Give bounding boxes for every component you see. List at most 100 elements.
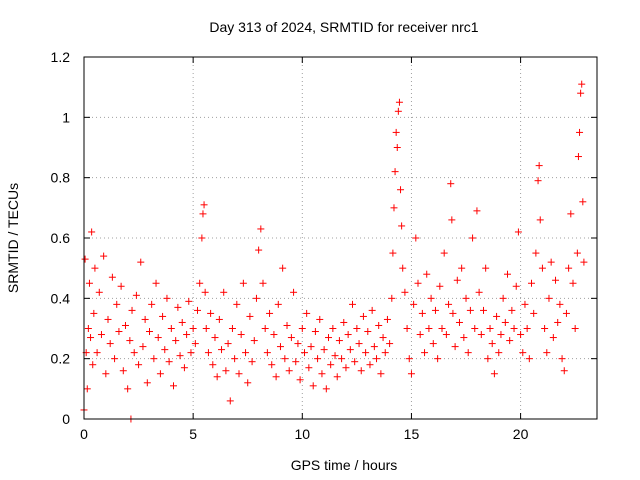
data-point <box>473 207 481 215</box>
data-point <box>471 325 479 332</box>
data-point <box>383 315 391 323</box>
data-point <box>202 325 210 332</box>
data-point <box>307 343 315 351</box>
data-point <box>85 279 93 287</box>
data-point <box>379 334 387 342</box>
data-point <box>174 303 182 311</box>
data-point <box>523 325 531 332</box>
data-point <box>453 276 461 284</box>
data-point <box>180 364 188 372</box>
data-point <box>519 349 527 357</box>
data-point <box>425 325 433 332</box>
data-point <box>436 282 444 290</box>
data-point <box>525 355 533 363</box>
data-point <box>469 234 477 242</box>
data-point <box>344 331 352 339</box>
data-point <box>145 328 153 336</box>
data-point <box>327 361 335 369</box>
chart-title: Day 313 of 2024, SRMTID for receiver nrc… <box>209 19 478 35</box>
data-point <box>298 325 306 332</box>
y-axis-label: SRMTID / TECUs <box>5 183 21 293</box>
data-point <box>333 373 341 381</box>
data-point <box>246 312 254 320</box>
data-point <box>514 228 522 236</box>
data-point <box>395 98 403 106</box>
data-point <box>535 162 543 170</box>
data-point <box>414 279 422 287</box>
data-point <box>508 306 516 314</box>
data-point <box>257 225 265 233</box>
data-point <box>364 328 372 336</box>
data-point <box>296 376 304 384</box>
data-point <box>294 340 302 348</box>
data-point <box>440 249 448 257</box>
data-point <box>204 349 212 357</box>
data-point <box>397 186 405 194</box>
data-point <box>300 349 308 357</box>
data-point <box>161 346 169 354</box>
data-point <box>366 361 374 369</box>
x-tick-label: 15 <box>404 426 420 442</box>
data-point <box>242 349 250 357</box>
data-point <box>549 334 557 342</box>
data-point <box>316 315 324 323</box>
data-point <box>449 309 457 317</box>
data-point <box>393 144 401 151</box>
data-point <box>222 367 230 375</box>
data-point <box>191 340 199 348</box>
data-point <box>194 306 202 314</box>
data-point <box>407 370 415 378</box>
data-point <box>84 325 92 332</box>
data-point <box>102 370 110 378</box>
x-tick-label: 10 <box>295 426 311 442</box>
data-point <box>562 309 570 317</box>
data-point <box>410 300 418 308</box>
data-point <box>150 355 158 363</box>
data-point <box>115 328 123 336</box>
data-point <box>386 340 394 348</box>
data-point <box>340 318 348 326</box>
y-tick-labels: 0 0.2 0.4 0.6 0.8 1 1.2 <box>51 49 71 427</box>
data-point <box>272 373 280 381</box>
data-point <box>311 328 319 336</box>
data-point <box>493 312 501 320</box>
data-point <box>536 216 544 224</box>
data-point <box>200 201 208 209</box>
x-tick-label: 20 <box>513 426 529 442</box>
data-point <box>381 349 389 357</box>
data-point <box>250 337 258 345</box>
data-point <box>573 249 581 257</box>
data-points <box>80 80 588 423</box>
data-point <box>276 343 284 351</box>
data-point <box>187 349 195 357</box>
data-point <box>475 288 483 296</box>
data-point <box>401 288 409 296</box>
data-point <box>558 355 566 363</box>
data-point <box>394 107 402 115</box>
data-point <box>90 309 98 317</box>
data-point <box>211 334 219 342</box>
x-tick-labels: 0 5 10 15 20 <box>80 426 528 442</box>
x-axis-label: GPS time / hours <box>291 457 398 473</box>
data-point <box>111 355 119 363</box>
data-point <box>503 270 511 278</box>
data-point <box>388 294 396 302</box>
data-point <box>218 346 226 354</box>
data-point <box>556 300 564 308</box>
data-point <box>163 294 171 302</box>
data-point <box>152 279 160 287</box>
data-point <box>268 361 276 369</box>
data-point <box>93 349 101 357</box>
data-point <box>510 325 518 332</box>
data-point <box>198 234 206 242</box>
data-point <box>351 358 359 366</box>
data-point <box>108 273 116 281</box>
data-point <box>353 325 361 332</box>
data-point <box>399 264 407 272</box>
data-point <box>477 331 485 339</box>
data-point <box>577 89 585 97</box>
data-point <box>357 367 365 375</box>
data-point <box>320 346 328 354</box>
data-point <box>215 315 223 323</box>
y-tick-label: 0.2 <box>51 351 71 367</box>
